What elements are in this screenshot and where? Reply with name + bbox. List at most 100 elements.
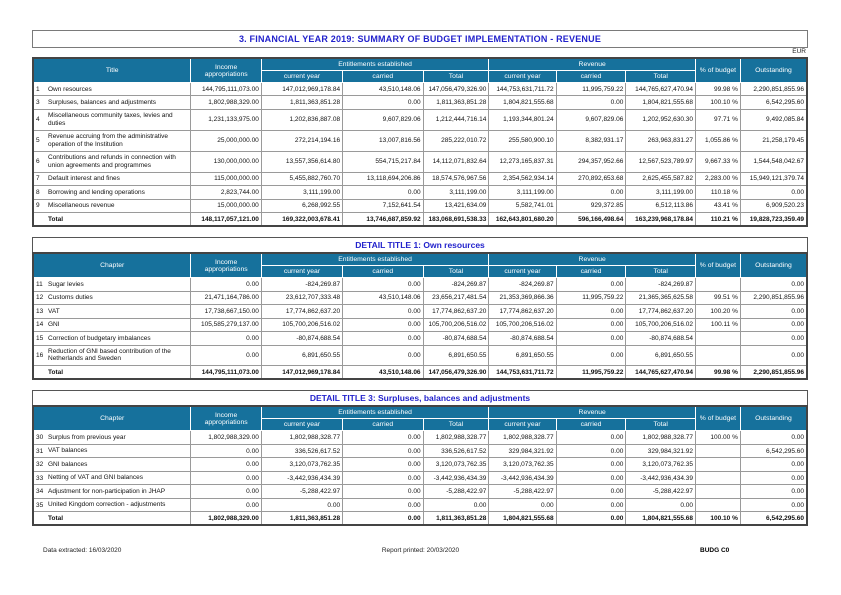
cell-value: 115,000,000.00	[190, 171, 262, 187]
cell-value: 1,811,363,851.28	[422, 95, 490, 110]
cell-value: 17,738,667,150.00	[190, 304, 262, 319]
cell-value: 15,949,121,379.74	[739, 171, 808, 187]
total-row: Total 1,802,988,329.00 1,811,363,851.28 0.0…	[32, 511, 808, 526]
sub-header-revenue-0: current year	[488, 70, 557, 83]
cell-value: 0.00	[555, 277, 627, 292]
row-number: 12	[36, 294, 44, 302]
cell-value: 0.00	[739, 344, 808, 367]
cell-value: 0.00	[739, 185, 808, 200]
col-header-pct-of-budget: % of budget	[694, 57, 741, 83]
table-block-2: DETAIL TITLE 1: Own resources Chapter Inco…	[32, 237, 808, 381]
cell-value: -824,269.87	[260, 277, 344, 292]
cell-value: 100.20 %	[694, 304, 741, 319]
row-number: 34	[36, 488, 44, 496]
cell-value: 13,421,634.09	[422, 198, 490, 214]
total-value: 6,542,295.60	[739, 511, 808, 526]
row-title: Own resources	[48, 85, 92, 93]
cell-value	[694, 277, 741, 292]
cell-value	[694, 497, 741, 513]
cell-value: 105,700,206,516.02	[260, 317, 344, 333]
total-value: 43,510,148.06	[342, 365, 424, 380]
cell-value: 0.00	[190, 484, 262, 499]
cell-value: 1,193,344,801.24	[488, 108, 557, 131]
total-value: 11,995,759.22	[555, 365, 627, 380]
table-block-3: DETAIL TITLE 3: Surpluses, balances and …	[32, 390, 808, 527]
cell-value: 110.18 %	[694, 185, 741, 200]
sub-header-revenue-0: current year	[488, 265, 557, 279]
total-value: 169,322,003,678.41	[260, 212, 344, 227]
group-header-entitlements: Entitlements established	[260, 57, 490, 71]
table-row: 3 Surpluses, balances and adjustments 1,80…	[32, 95, 808, 110]
row-number: 14	[36, 321, 44, 329]
cell-value: -3,442,936,434.39	[625, 470, 696, 486]
cell-value	[694, 470, 741, 486]
cell-value: 2,290,851,855.96	[739, 290, 808, 306]
table-row: 4 Miscellaneous community taxes, levies a…	[32, 108, 808, 131]
row-label: 6 Contributions and refunds in connection…	[32, 150, 192, 173]
sub-header-entitlements-1: carried	[342, 70, 424, 83]
cell-value: 336,526,617.52	[260, 443, 344, 459]
table-row: 15 Correction of budgetary imbalances 0.00…	[32, 331, 808, 346]
cell-value: 6,268,992.55	[260, 198, 344, 214]
sub-header-revenue-2: Total	[625, 265, 696, 279]
cell-value: 21,365,365,625.58	[625, 290, 696, 306]
row-number: 13	[36, 307, 44, 315]
total-row: Total 144,795,111,073.00 147,012,969,178.8…	[32, 365, 808, 380]
cell-value: 8,382,931.17	[555, 129, 627, 152]
cell-value: 0.00	[342, 185, 424, 200]
cell-value: 2,354,562,934.14	[488, 171, 557, 187]
sub-header-entitlements-0: current year	[260, 418, 344, 432]
cell-value: 144,753,631,711.72	[488, 81, 557, 97]
tables-host: Title Income appropriations Entitlements e…	[32, 57, 808, 536]
cell-value: 5,455,882,760.70	[260, 171, 344, 187]
page-title: 3. FINANCIAL YEAR 2019: SUMMARY OF BUDGE…	[238, 34, 602, 44]
cell-value: 0.00	[190, 497, 262, 513]
row-title: Sugar levies	[48, 280, 84, 288]
total-value: 163,239,968,178.84	[625, 212, 696, 227]
cell-value: -80,874,688.54	[488, 331, 557, 346]
cell-value: 3,111,199.00	[260, 185, 344, 200]
row-label: 34 Adjustment for non-participation in JH…	[32, 484, 192, 499]
total-value: 1,811,363,851.28	[260, 511, 344, 526]
cell-value: 23,656,217,481.54	[422, 290, 490, 306]
col-header-first: Title	[32, 57, 192, 83]
cell-value: 105,585,279,137.00	[190, 317, 262, 333]
row-number: 8	[36, 188, 40, 196]
row-label: 35 United Kingdom correction - adjustment…	[32, 497, 192, 513]
row-number: 7	[36, 175, 40, 183]
cell-value: 23,612,707,333.48	[260, 290, 344, 306]
sub-header-revenue-2: Total	[625, 70, 696, 83]
row-number: 35	[36, 501, 44, 509]
sub-header-entitlements-1: carried	[342, 418, 424, 432]
sub-header-revenue-1: carried	[555, 265, 627, 279]
cell-value	[694, 344, 741, 367]
cell-value: 105,700,206,516.02	[488, 317, 557, 333]
cell-value: 12,567,523,789.97	[625, 150, 696, 173]
total-value: 596,166,498.64	[555, 212, 627, 227]
cell-value: 1,802,988,328.77	[488, 430, 557, 445]
total-label: Total	[32, 212, 192, 227]
sub-header-revenue-1: carried	[555, 70, 627, 83]
cell-value: 0.00	[555, 443, 627, 459]
group-header-revenue: Revenue	[488, 57, 696, 71]
cell-value: 0.00	[555, 470, 627, 486]
row-label: 3 Surpluses, balances and adjustments	[32, 95, 192, 110]
cell-value	[694, 331, 741, 346]
cell-value: 0.00	[342, 317, 424, 333]
cell-value: -824,269.87	[488, 277, 557, 292]
cell-value: 1,802,988,328.77	[260, 430, 344, 445]
cell-value	[694, 484, 741, 499]
cell-value: 1,802,988,329.00	[190, 430, 262, 445]
cell-value: 329,984,321.92	[625, 443, 696, 459]
cell-value: 99.98 %	[694, 81, 741, 97]
col-header-pct-of-budget: % of budget	[694, 405, 741, 432]
group-header-entitlements: Entitlements established	[260, 405, 490, 420]
row-title: GNI	[48, 321, 60, 329]
row-title: Contributions and refunds in connection …	[48, 154, 176, 169]
row-label: 31 VAT balances	[32, 443, 192, 459]
total-label: Total	[32, 511, 192, 526]
cell-value: 0.00	[555, 95, 627, 110]
total-value: 1,804,821,555.68	[488, 511, 557, 526]
cell-value: 43.41 %	[694, 198, 741, 214]
